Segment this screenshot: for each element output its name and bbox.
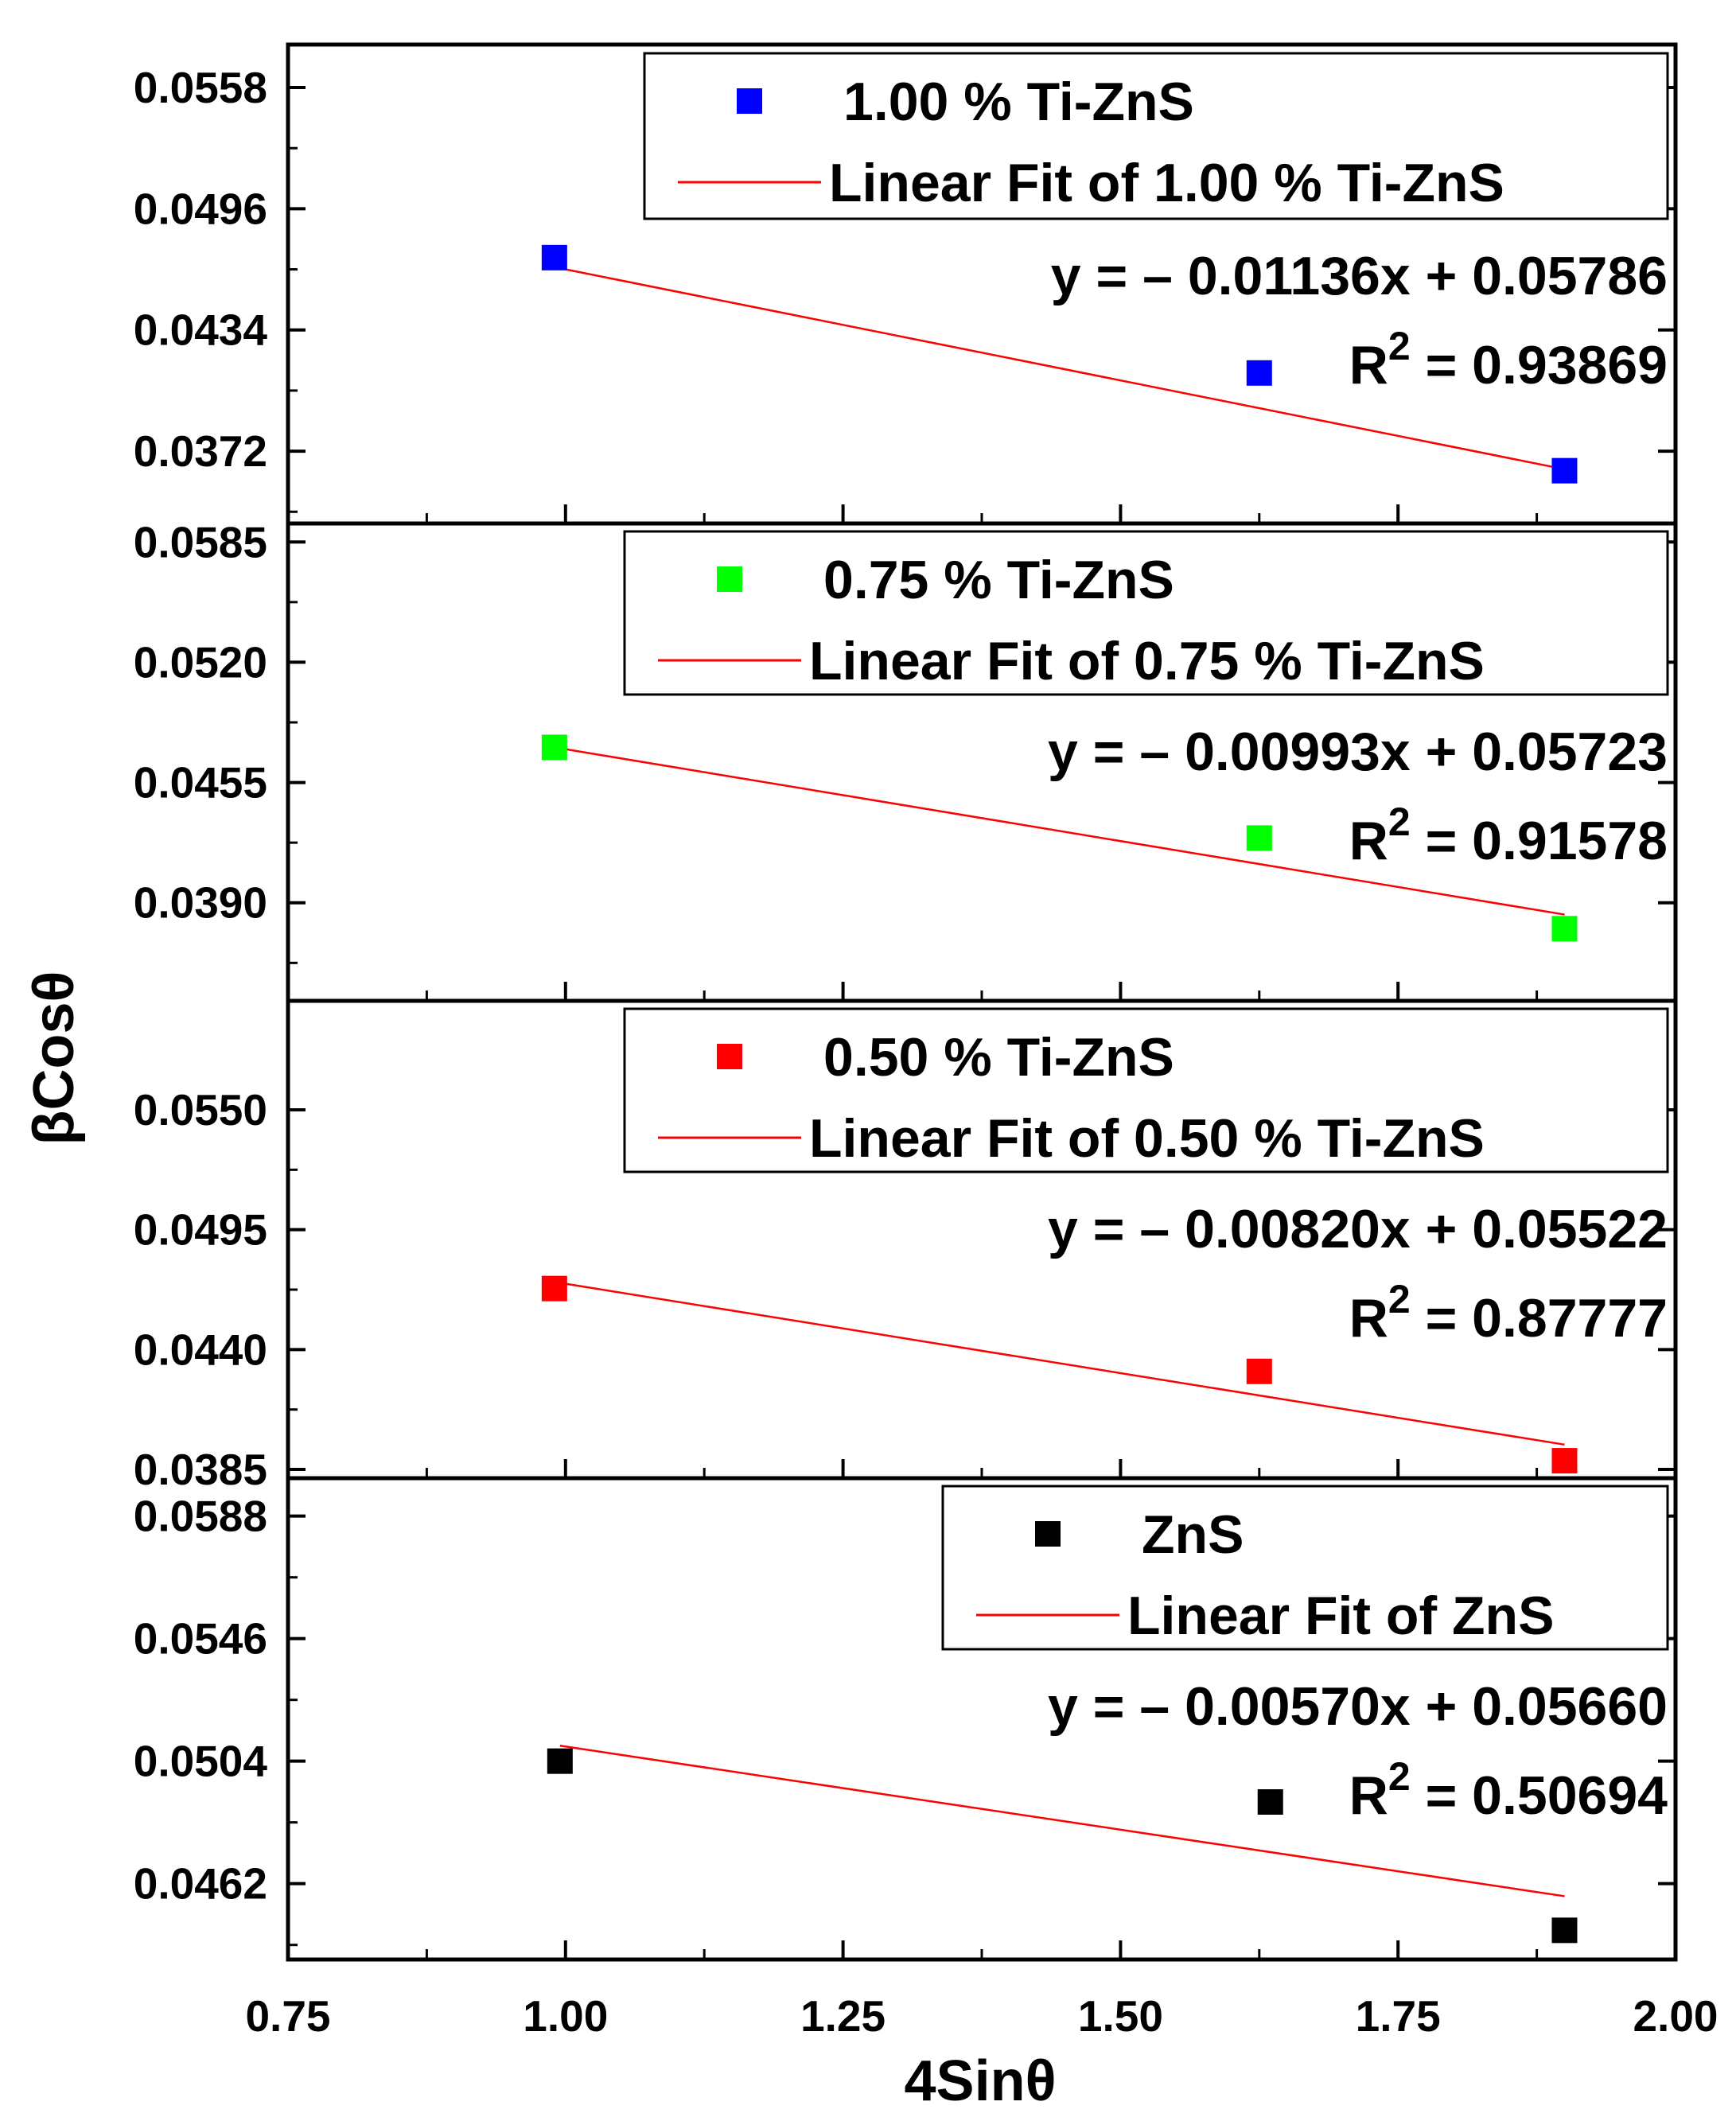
data-point: [1551, 916, 1578, 942]
y-axis-title: βCosθ: [22, 971, 86, 1146]
legend-box: [623, 1007, 1669, 1173]
x-tick-label: 2.00: [1633, 1991, 1718, 2041]
data-point: [1551, 457, 1578, 484]
legend-marker: [1035, 1521, 1061, 1547]
r-squared: R2 = 0.50694: [1349, 1754, 1668, 1826]
r-squared-superscript: 2: [1388, 800, 1411, 844]
r-squared-superscript: 2: [1388, 1277, 1411, 1321]
legend-series-name: ZnS: [1142, 1504, 1244, 1565]
x-tick-label: 1.25: [800, 1991, 886, 2041]
legend-fit-label: Linear Fit of 1.00 % Ti-ZnS: [829, 153, 1504, 213]
fit-equation: y = – 0.01136x + 0.05786: [1051, 246, 1668, 306]
legend-fit-label: Linear Fit of ZnS: [1127, 1586, 1554, 1646]
panel-0: 0.0558 0.0496 0.0434 0.0372 1.00 % Ti-ZnS Lin…: [134, 52, 1677, 523]
r-squared-symbol: R: [1349, 335, 1388, 395]
panel-frame-3: [286, 1476, 1678, 1962]
data-point: [541, 1275, 567, 1302]
fit-equation: y = – 0.00820x + 0.05522: [1048, 1199, 1668, 1259]
legend-series-name: 1.00 % Ti-ZnS: [843, 72, 1194, 132]
r-squared-value: = 0.91578: [1411, 811, 1668, 871]
x-axis-title: 4Sinθ: [905, 2049, 1057, 2113]
data-point: [1246, 825, 1272, 851]
r-squared-symbol: R: [1349, 1288, 1388, 1348]
r-squared-symbol: R: [1349, 1765, 1388, 1826]
y-tick-label: 0.0546: [134, 1614, 267, 1664]
legend-box: [941, 1485, 1669, 1651]
fit-line: [554, 746, 1565, 916]
r-squared: R2 = 0.91578: [1349, 800, 1668, 871]
r-squared-symbol: R: [1349, 811, 1388, 871]
fit-line: [559, 1745, 1565, 1897]
y-tick-label: 0.0455: [134, 758, 267, 808]
x-tick-label: 0.75: [245, 1991, 330, 2041]
panel-2: 0.0550 0.0495 0.0440 0.0385 0.50 % Ti-ZnS Lin…: [134, 1007, 1677, 1494]
y-tick-label: 0.0440: [134, 1325, 267, 1374]
y-tick-label: 0.0495: [134, 1205, 267, 1255]
r-squared-superscript: 2: [1388, 1754, 1411, 1799]
r-squared: R2 = 0.93869: [1349, 324, 1668, 395]
legend-series-name: 0.75 % Ti-ZnS: [823, 550, 1174, 610]
y-tick-label: 0.0434: [134, 306, 268, 355]
legend-series-name: 0.50 % Ti-ZnS: [823, 1027, 1174, 1088]
y-tick-label: 0.0558: [134, 63, 267, 112]
y-tick-label: 0.0385: [134, 1445, 267, 1494]
panel-3: 0.0588 0.0546 0.0504 0.0462 ZnS Linear Fit of…: [134, 1485, 1677, 1959]
data-point: [1257, 1789, 1283, 1815]
y-tick-label: 0.0550: [134, 1085, 267, 1134]
data-point: [1246, 1358, 1272, 1384]
legend-box: [643, 52, 1669, 220]
r-squared-value: = 0.93869: [1411, 335, 1668, 395]
fit-line: [554, 1281, 1565, 1446]
panels-layer: 0.0558 0.0496 0.0434 0.0372 1.00 % Ti-ZnS Lin…: [134, 52, 1677, 1959]
data-point: [541, 244, 567, 270]
data-point: [541, 734, 567, 761]
legend-fit-label: Linear Fit of 0.75 % Ti-ZnS: [809, 631, 1485, 691]
y-tick-label: 0.0520: [134, 637, 267, 687]
fit-line: [554, 266, 1565, 471]
y-tick-label: 0.0504: [134, 1737, 268, 1786]
x-axis: 0.75 1.00 1.25 1.50 1.75 2.00: [245, 1991, 1718, 2041]
y-tick-label: 0.0372: [134, 426, 267, 476]
r-squared-value: = 0.50694: [1411, 1765, 1668, 1826]
y-tick-label: 0.0588: [134, 1492, 267, 1541]
y-tick-label: 0.0390: [134, 878, 267, 928]
frame-layer: [286, 42, 1678, 1962]
data-point: [1246, 360, 1272, 386]
r-squared-value: = 0.87777: [1411, 1288, 1668, 1348]
legend-box: [623, 530, 1669, 696]
panel-1: 0.0585 0.0520 0.0455 0.0390 0.75 % Ti-ZnS Lin…: [134, 517, 1677, 1001]
r-squared-superscript: 2: [1388, 324, 1411, 368]
y-tick-label: 0.0462: [134, 1859, 267, 1909]
legend-marker: [717, 566, 742, 592]
fit-equation: y = – 0.00993x + 0.05723: [1048, 722, 1668, 782]
legend-fit-label: Linear Fit of 0.50 % Ti-ZnS: [809, 1108, 1485, 1169]
y-tick-label: 0.0496: [134, 184, 267, 233]
x-tick-label: 1.75: [1356, 1991, 1441, 2041]
legend-marker: [717, 1044, 742, 1069]
y-tick-label: 0.0585: [134, 517, 267, 566]
r-squared: R2 = 0.87777: [1349, 1277, 1668, 1348]
data-point: [1551, 1448, 1578, 1474]
x-tick-label: 1.00: [523, 1991, 608, 2041]
data-point: [1551, 1917, 1578, 1944]
x-tick-label: 1.50: [1078, 1991, 1163, 2041]
data-point: [547, 1748, 573, 1774]
fit-equation: y = – 0.00570x + 0.05660: [1048, 1676, 1668, 1737]
legend-marker: [737, 88, 762, 114]
